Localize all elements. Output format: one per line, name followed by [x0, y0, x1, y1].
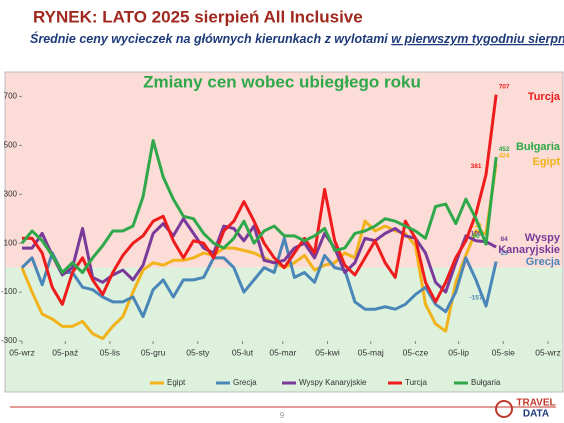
- y-tick-label: -100: [1, 287, 18, 296]
- series-end-label: Turcja: [527, 91, 560, 103]
- series-end-label: Egipt: [532, 156, 561, 168]
- x-tick-label: 05-lis: [100, 347, 120, 357]
- legend-label: Wyspy Kanaryjskie: [299, 378, 367, 387]
- y-tick-label: 700: [4, 92, 18, 101]
- series-line: [20, 236, 498, 319]
- legend-label: Bułgaria: [471, 378, 501, 387]
- data-label: 25: [501, 250, 509, 257]
- data-label: 707: [499, 83, 510, 90]
- subtitle-text: Średnie ceny wycieczek na głównych kieru…: [30, 31, 388, 46]
- series-end-label: Grecja: [525, 256, 560, 268]
- logo-bottom: DATA: [523, 409, 549, 420]
- logo-icon: [495, 400, 513, 418]
- x-tick-label: 05-cze: [403, 347, 429, 357]
- y-tick-label: -300: [1, 336, 18, 345]
- x-tick-label: 05-gru: [141, 347, 166, 357]
- data-label: 424: [499, 153, 510, 160]
- data-label: 84: [501, 236, 509, 243]
- y-tick-label: 100: [4, 238, 18, 247]
- page-number: 9: [280, 411, 285, 420]
- x-tick-label: 05-wrz: [535, 347, 561, 357]
- series-line: [22, 94, 498, 306]
- data-label: 106: [471, 230, 482, 237]
- series-end-label: Wyspy Kanaryjskie: [498, 232, 560, 256]
- x-tick-label: 05-lip: [448, 347, 469, 357]
- legend-label: Grecja: [233, 378, 257, 387]
- data-label: -157: [470, 295, 483, 302]
- x-tick-label: 05-kwi: [315, 347, 340, 357]
- chart-title: Zmiany cen wobec ubiegłego roku: [143, 72, 421, 91]
- title: RYNEK: LATO 2025 sierpień All Inclusive: [33, 7, 363, 26]
- subtitle: Średnie ceny wycieczek na głównych kieru…: [30, 31, 564, 46]
- subtitle-emphasis: w pierwszym tygodniu sierpnia: [391, 32, 564, 46]
- chart-frame: [4, 71, 564, 393]
- data-label: 139: [471, 222, 482, 229]
- x-tick-label: 05-lut: [232, 347, 254, 357]
- x-tick-label: 05-maj: [358, 347, 384, 357]
- series-end-label: Bułgaria: [515, 141, 560, 153]
- legend-label: Turcja: [405, 378, 427, 387]
- series-line: [20, 163, 498, 341]
- legend-label: Egipt: [167, 378, 186, 387]
- data-label: 381: [471, 163, 482, 170]
- x-tick-label: 05-sie: [492, 347, 515, 357]
- x-tick-label: 05-mar: [269, 347, 296, 357]
- x-tick-label: 05-sty: [186, 347, 210, 357]
- y-tick-label: 300: [4, 189, 18, 198]
- x-tick-label: 05-wrz: [9, 347, 35, 357]
- x-tick-label: 05-paź: [52, 347, 78, 357]
- data-label: 96: [472, 233, 480, 240]
- data-label: 452: [499, 146, 510, 153]
- series-line: [20, 138, 498, 275]
- y-tick-label: 500: [4, 140, 18, 149]
- chart: Zmiany cen wobec ubiegłego roku -300 -100 1…: [1, 71, 564, 393]
- logo-top: TRAVEL: [516, 398, 555, 409]
